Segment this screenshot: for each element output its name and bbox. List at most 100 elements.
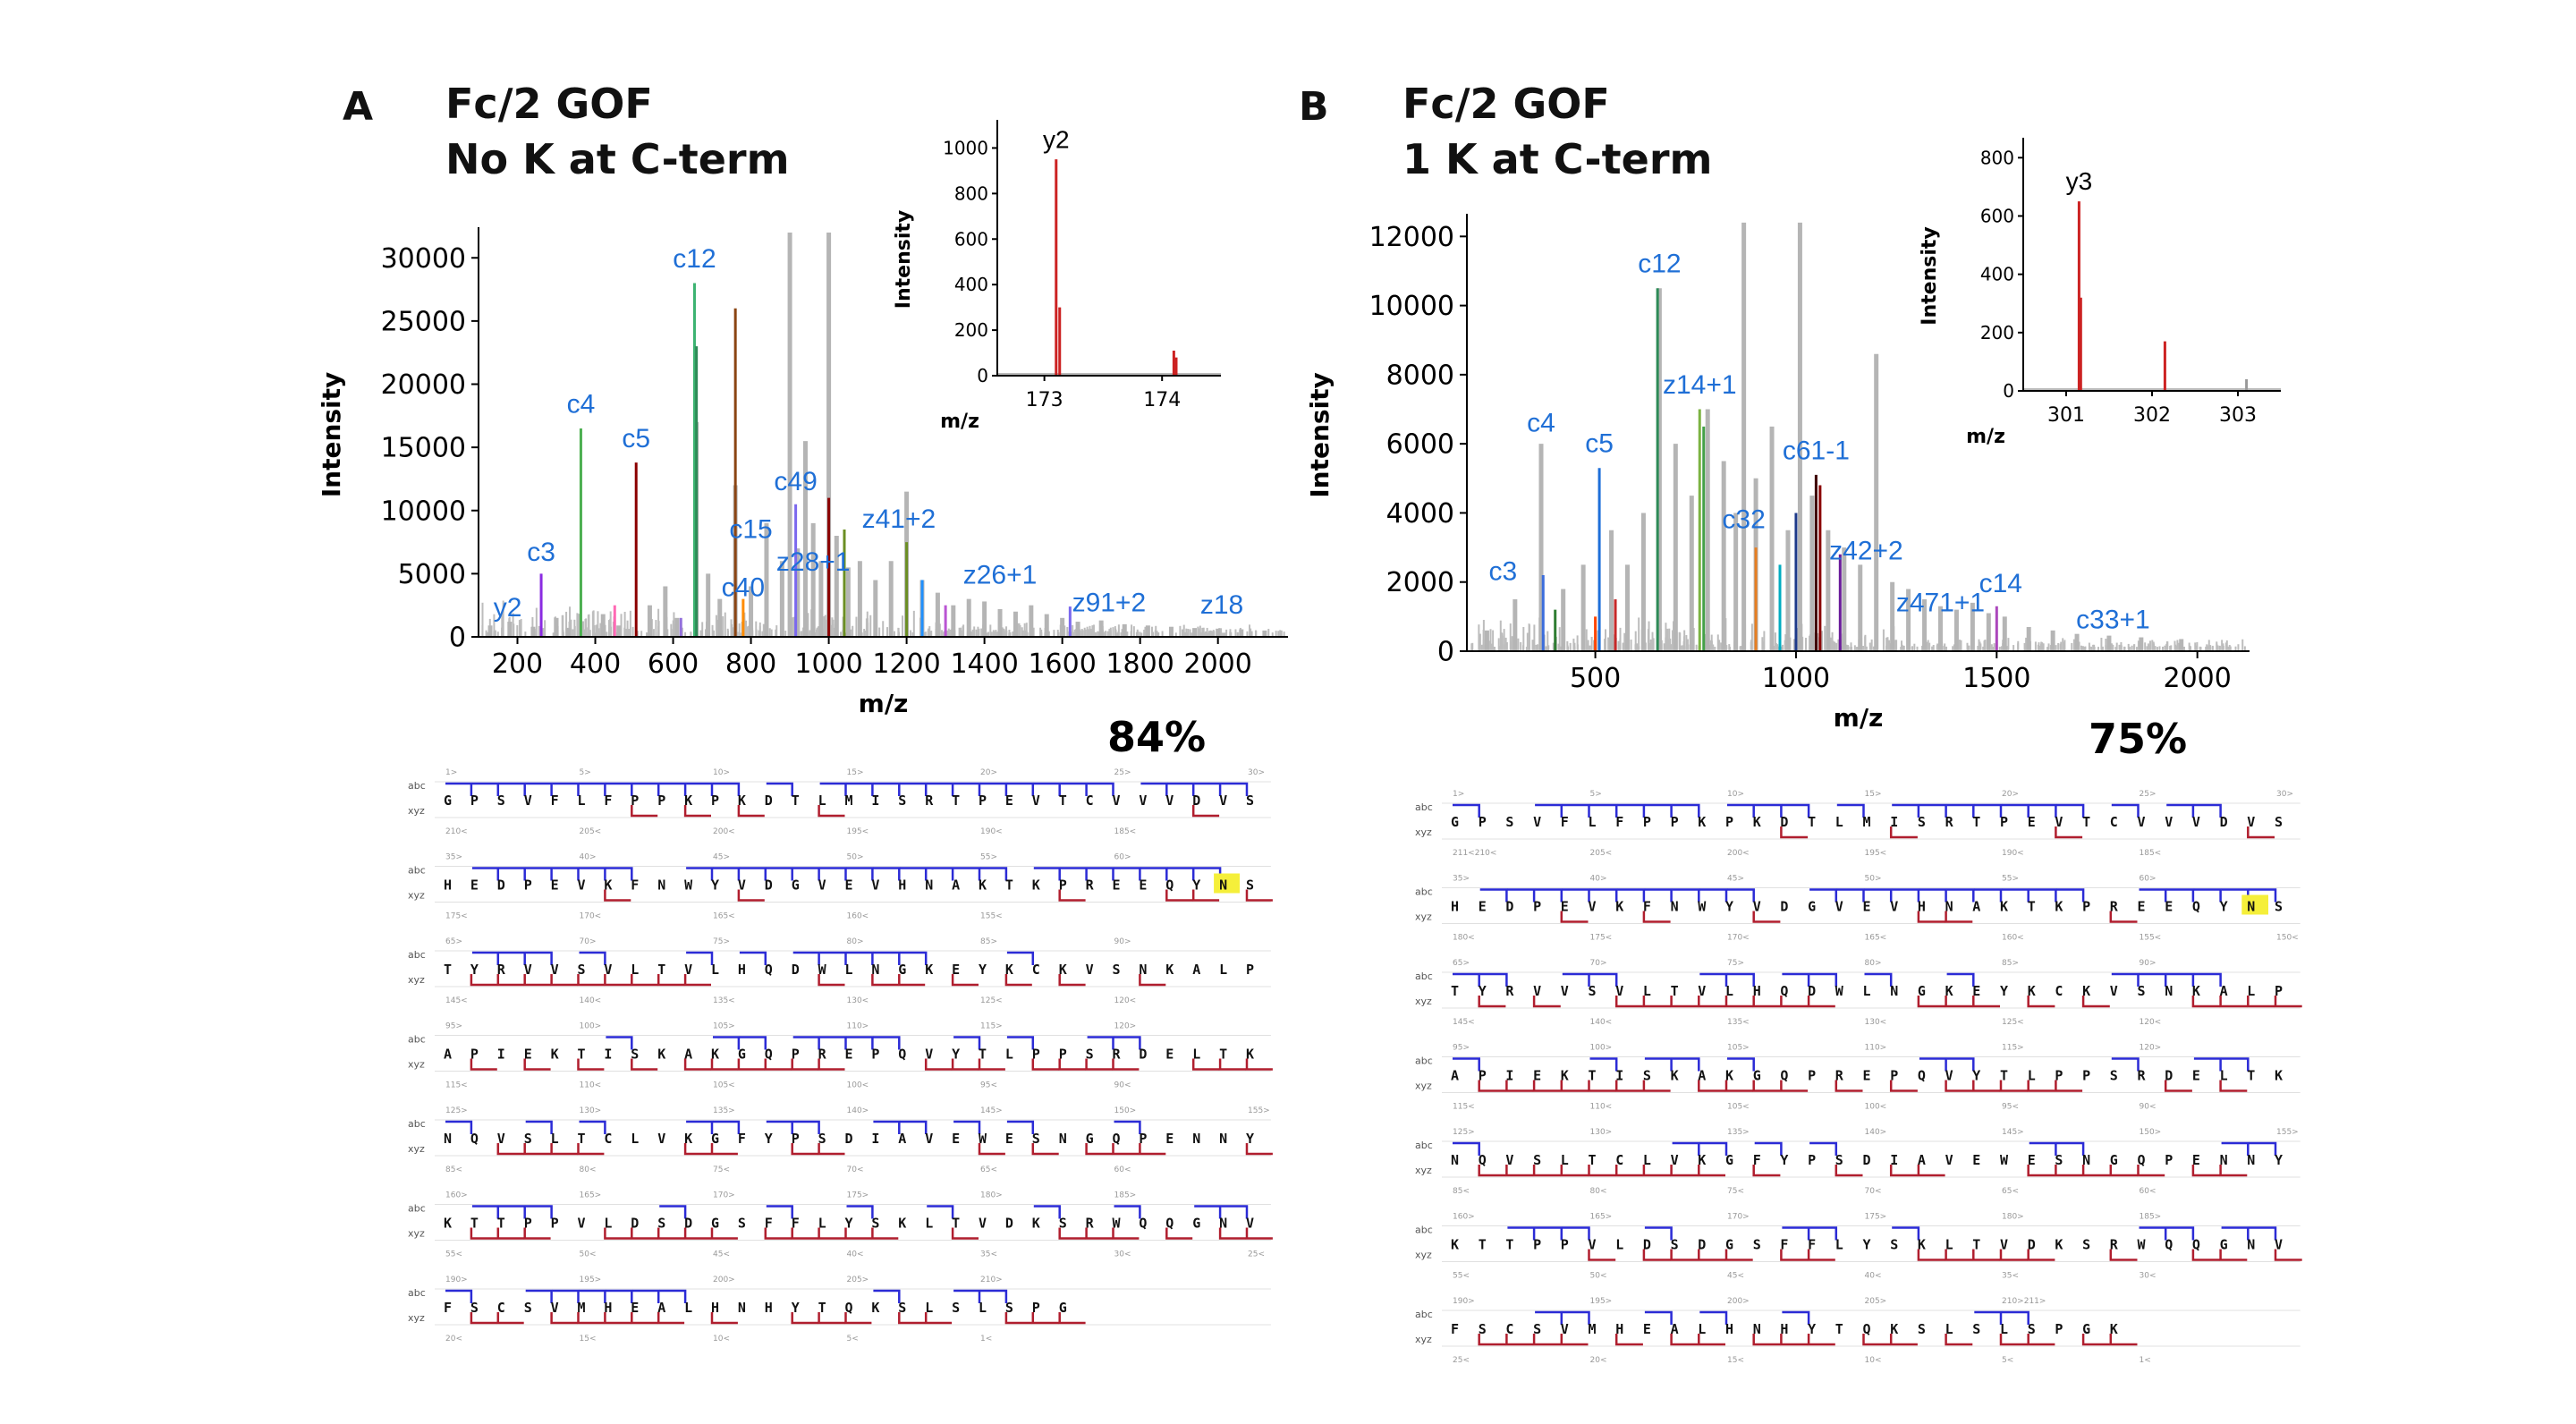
c-ion-marker [713, 782, 741, 796]
sequence-residue: V [1032, 793, 1040, 809]
sequence-residue: S [1671, 1237, 1679, 1253]
c-ion-marker [1672, 1141, 1700, 1156]
inset-x-axis-label: m/z [940, 411, 979, 433]
z-ion-marker [1724, 1080, 1753, 1092]
xyz-side-label: xyz [408, 1059, 425, 1071]
residue-number-top: 195> [580, 1276, 602, 1284]
sequence-residue: L [1945, 1321, 1953, 1337]
residue-number-top: 120> [2140, 1044, 2162, 1053]
sequence-residue: D [1643, 1237, 1651, 1253]
sequence-residue: N [1139, 962, 1147, 978]
sequence-residue: R [1505, 983, 1514, 999]
inset-chart-b: 301 302 303 0 200 400 600 800 m/z Intensity y3 [1919, 138, 2281, 448]
c-ion-marker [766, 782, 793, 796]
z-ion-marker [951, 974, 979, 987]
c-ion-marker [1140, 782, 1168, 796]
residue-number-bottom: 1< [2140, 1356, 2151, 1365]
sequence-residue: C [1505, 1321, 1513, 1337]
sequence-residue: Q [1479, 1152, 1487, 1168]
z-ion-marker [1670, 996, 1699, 1008]
residue-number-top: 205> [1865, 1297, 1887, 1306]
c-ion-marker [1194, 1205, 1222, 1219]
c-ion-marker [1809, 972, 1838, 987]
residue-number-top: 135> [1727, 1128, 1750, 1137]
z-ion-marker [818, 1312, 845, 1325]
sequence-residue: W [979, 1131, 987, 1147]
peak-annotation: c33+1 [2076, 606, 2150, 635]
sequence-residue: V [1219, 793, 1227, 809]
z-ion-marker [1245, 1058, 1273, 1071]
sequence-residue: E [2192, 1068, 2200, 1084]
residue-number-bottom: 60< [2140, 1187, 2157, 1196]
sequence-residue: T [2028, 899, 2036, 915]
c-ion-marker [846, 867, 874, 881]
residue-number-top: 185> [1114, 1191, 1137, 1200]
sequence-residue: H [711, 1300, 719, 1316]
sequence-residue: D [1808, 983, 1816, 999]
z-ion-marker [496, 1312, 524, 1325]
sequence-residue: V [2000, 1237, 2008, 1253]
residue-number-top: 50> [1865, 875, 1882, 884]
c-ion-marker [1836, 803, 1865, 818]
peak-annotation: c3 [527, 538, 555, 567]
sequence-residue: K [2082, 983, 2090, 999]
residue-number-top: 205> [847, 1276, 869, 1284]
z-ion-marker [710, 1058, 738, 1071]
residue-number-top: 35> [445, 853, 462, 862]
c-ion-marker [1562, 803, 1590, 818]
c-ion-marker [2249, 1226, 2277, 1241]
sequence-residue: R [497, 962, 506, 978]
sequence-residue: S [2275, 899, 2283, 915]
c-ion-marker [552, 867, 580, 881]
inset-x-tick-label: 303 [2219, 404, 2257, 427]
sequence-residue: P [2055, 1068, 2063, 1084]
z-ion-marker [1191, 1058, 1220, 1071]
z-ion-marker [791, 1227, 818, 1240]
c-ion-marker [1617, 888, 1646, 903]
z-ion-marker [871, 1227, 899, 1240]
sequence-residue: D [845, 1131, 853, 1147]
peak-annotation: c49 [774, 467, 817, 496]
sequence-residue: D [497, 877, 505, 894]
c-ion-marker [1221, 782, 1249, 796]
z-ion-marker [2027, 1334, 2055, 1346]
sequence-residue: H [1753, 983, 1761, 999]
c-ion-marker [2193, 1057, 2222, 1072]
sequence-residue: N [1451, 1152, 1459, 1168]
sequence-residue: Q [470, 1131, 479, 1147]
z-ion-marker [683, 1058, 711, 1071]
z-ion-marker [1752, 1334, 1781, 1346]
sequence-residue: R [1945, 814, 1954, 830]
sequence-residue: S [1479, 1321, 1487, 1337]
x-axis-label: m/z [1834, 703, 1884, 733]
panel-b-title-line1: Fc/2 GOF [1402, 80, 1610, 128]
sequence-residue: D [1780, 899, 1788, 915]
z-ion-marker [523, 1227, 551, 1240]
z-ion-marker [1139, 1143, 1166, 1156]
sequence-residue: L [1615, 1237, 1623, 1253]
peak-annotation: c61-1 [1783, 436, 1850, 465]
z-ion-marker [1972, 1249, 2000, 1261]
residue-number-bottom: 55< [1453, 1272, 1470, 1281]
coverage-a: 84% [1107, 713, 1206, 761]
sequence-residue: E [1561, 899, 1569, 915]
sequence-residue: Y [2275, 1152, 2283, 1168]
sequence-residue: T [792, 793, 800, 809]
c-ion-marker [1589, 972, 1618, 987]
sequence-residue: T [1479, 1237, 1487, 1253]
panel-a-title-line2: No K at C-term [445, 135, 790, 183]
sequence-residue: S [1753, 1237, 1761, 1253]
c-ion-marker [632, 782, 660, 796]
sequence-residue: L [845, 962, 853, 978]
sequence-residue: V [1561, 983, 1569, 999]
c-ion-marker [2139, 888, 2167, 903]
c-ion-marker [1562, 1226, 1590, 1241]
sequence-residue: G [711, 1216, 719, 1232]
sequence-residue: K [1753, 814, 1761, 830]
z-ion-marker [1670, 1165, 1699, 1177]
z-ion-marker [1889, 826, 1918, 839]
sequence-residue: G [1918, 983, 1926, 999]
sequence-residue: P [631, 793, 639, 809]
c-ion-marker [927, 867, 954, 881]
sequence-residue: M [845, 793, 853, 809]
